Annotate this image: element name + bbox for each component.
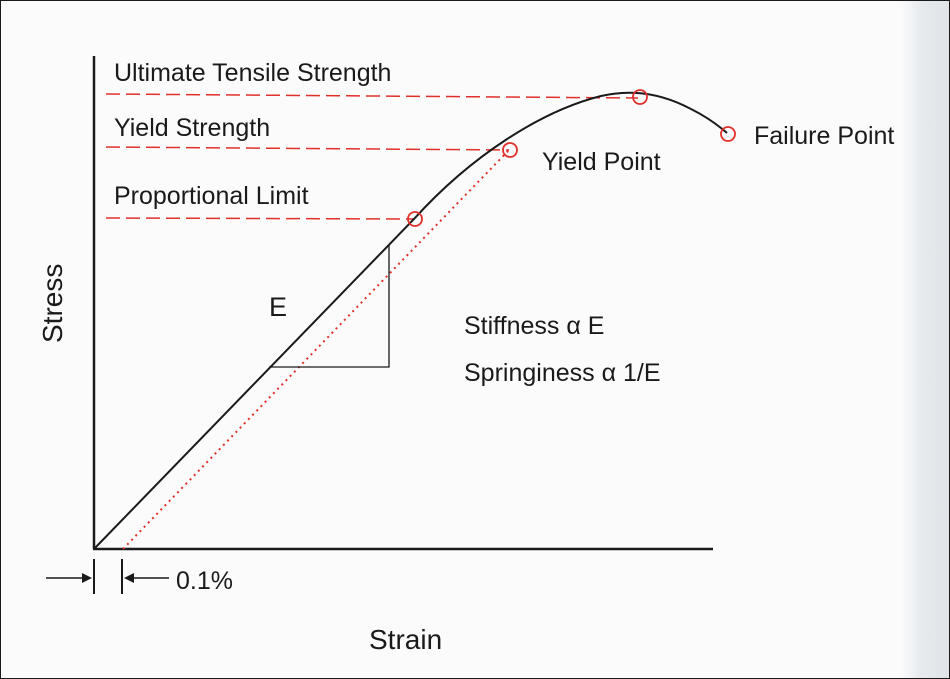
- yield-strength-line: [105, 146, 510, 151]
- stiffness-relation: Stiffness α E: [464, 312, 604, 340]
- proportional-limit-label: Proportional Limit: [114, 182, 309, 210]
- springiness-relation: Springiness α 1/E: [464, 359, 661, 387]
- failure-point-label: Failure Point: [754, 122, 894, 150]
- modulus-label: E: [269, 292, 287, 322]
- offset-arrow-right: [124, 573, 169, 583]
- proportional-limit-line: [105, 217, 415, 220]
- failure-point-marker: [720, 126, 736, 142]
- stress-strain-curve: [93, 91, 728, 550]
- offset-line: [122, 149, 510, 550]
- y-axis-label: Stress: [37, 264, 68, 343]
- ultimate-strength-marker: [632, 89, 648, 105]
- yield-point-marker: [502, 142, 518, 158]
- ultimate-tensile-strength-line: [105, 93, 639, 99]
- modulus-triangle: [269, 245, 390, 368]
- yield-strength-label: Yield Strength: [114, 114, 270, 142]
- scan-page-edge: [901, 1, 949, 678]
- offset-arrow-left: [46, 573, 92, 583]
- proportional-limit-marker: [407, 211, 423, 227]
- ultimate-tensile-strength-label: Ultimate Tensile Strength: [114, 59, 391, 87]
- x-axis-label: Strain: [369, 624, 442, 655]
- offset-percent-label: 0.1%: [176, 567, 233, 595]
- yield-point-label: Yield Point: [542, 148, 661, 176]
